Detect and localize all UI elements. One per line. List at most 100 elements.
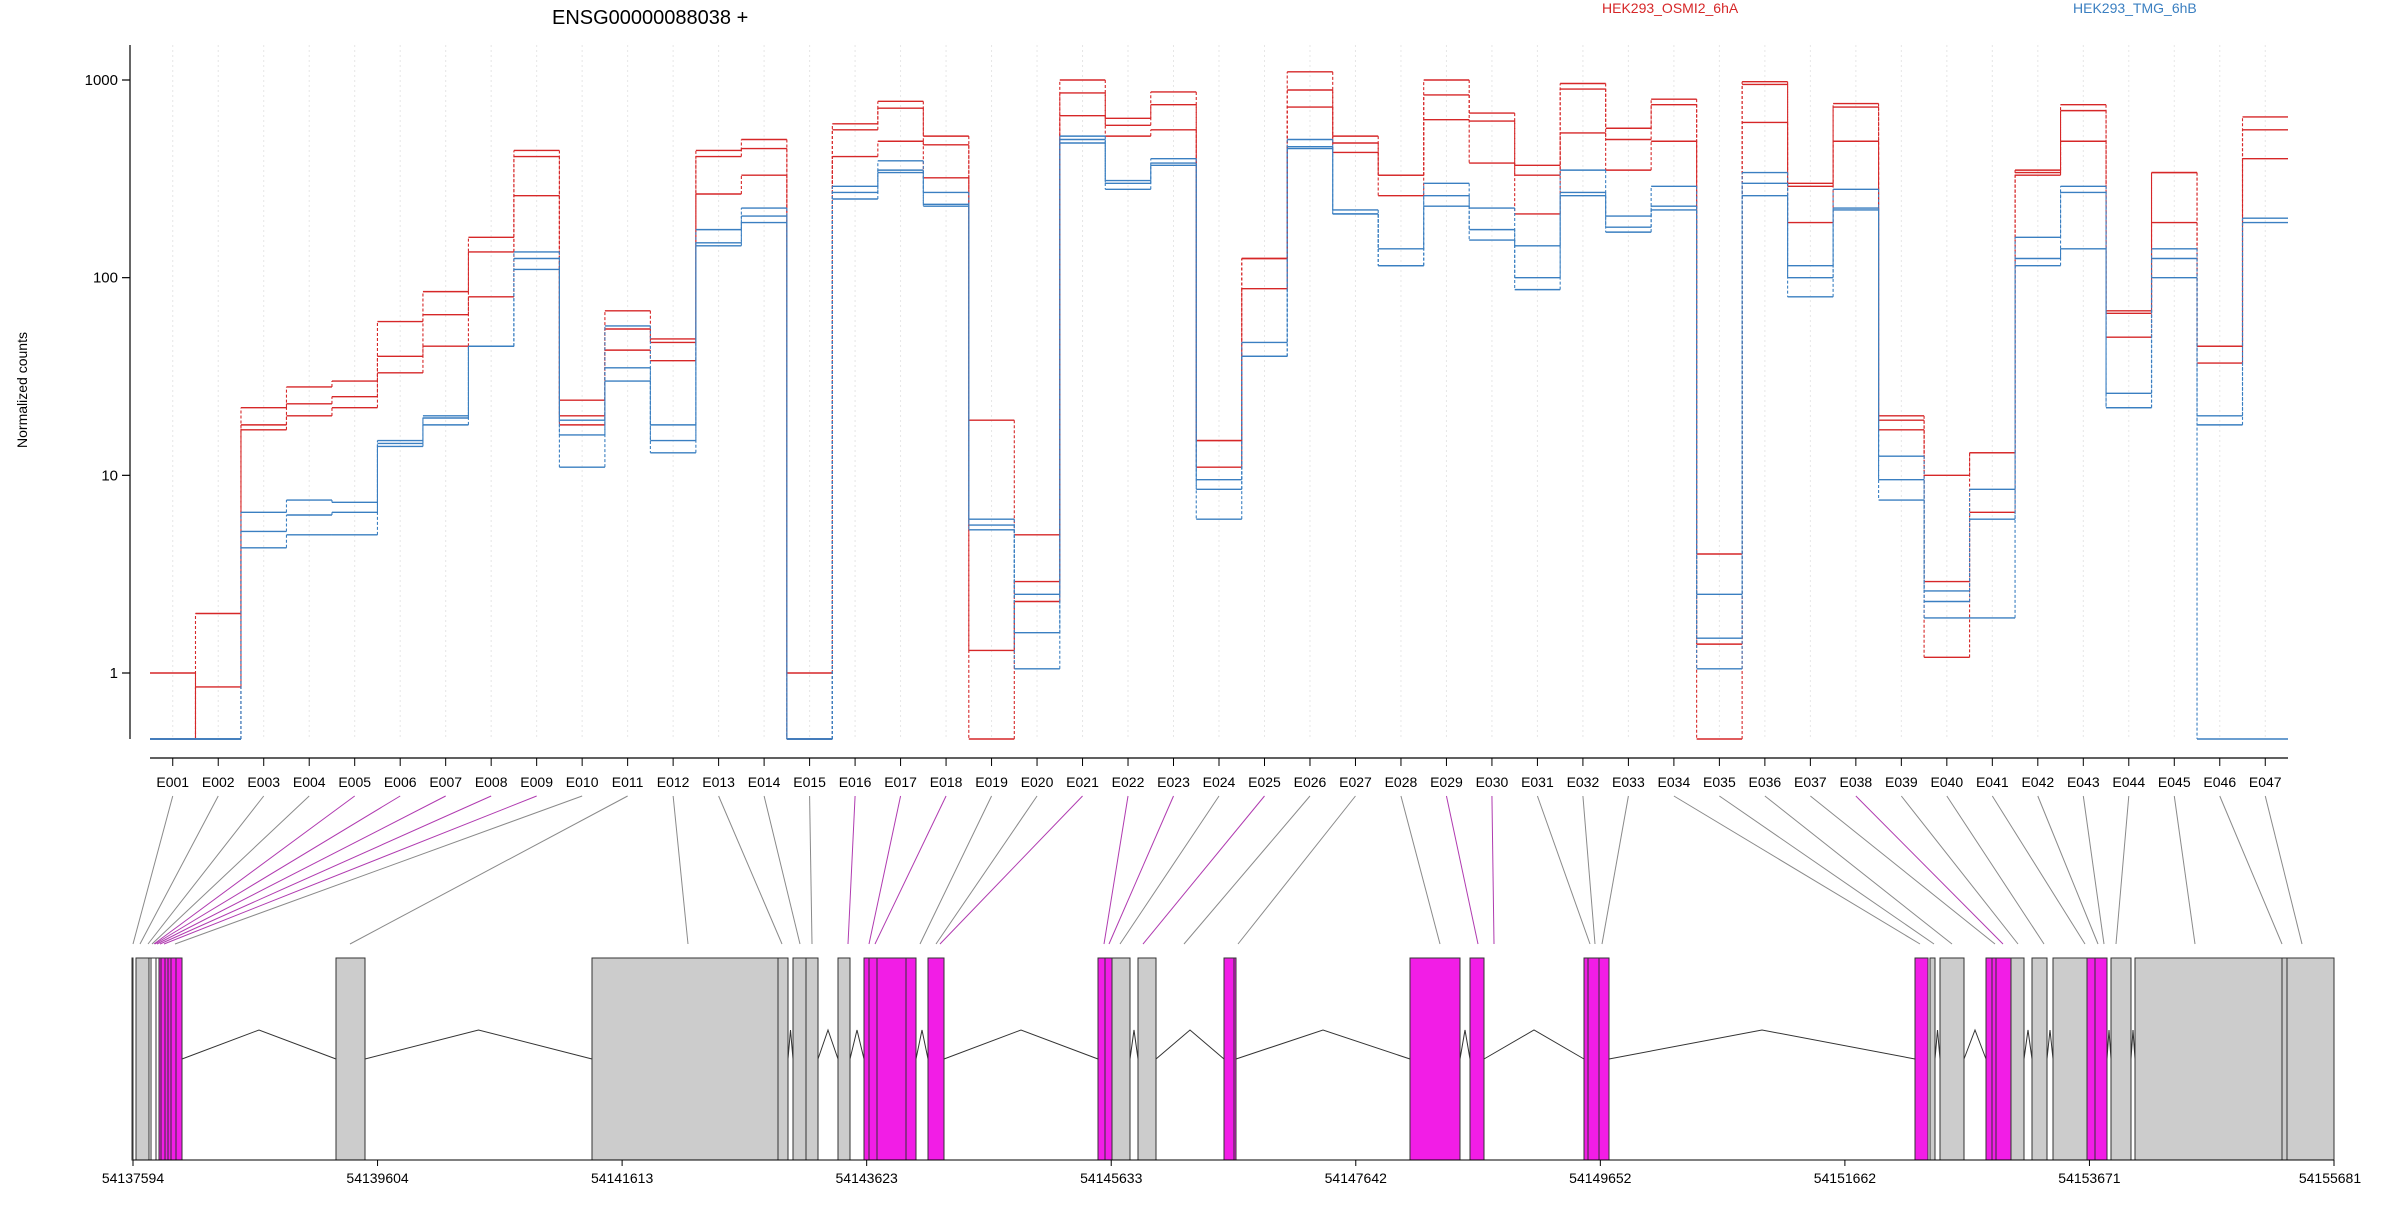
connector-e043 <box>2082 795 2105 945</box>
intron-line-40 <box>2023 1029 2033 1060</box>
genomic-tick-label-54153671: 54153671 <box>2058 1170 2121 1186</box>
exon-block-18 <box>863 957 870 1161</box>
x-tick-label-e018: E018 <box>930 774 963 790</box>
intron-line-22 <box>943 1029 1099 1060</box>
genomic-tick-label-54141613: 54141613 <box>591 1170 654 1186</box>
connector-e039 <box>1900 795 2019 945</box>
y-tick-label-10: 10 <box>101 467 118 484</box>
connector-e023 <box>1108 795 1174 945</box>
intron-line-12 <box>364 1029 593 1060</box>
exon-block-1 <box>131 957 134 1161</box>
x-tick-label-e005: E005 <box>338 774 371 790</box>
connector-e029 <box>1445 795 1479 945</box>
x-tick-label-e024: E024 <box>1203 774 1236 790</box>
connector-e040 <box>1946 795 2045 945</box>
x-tick-label-e026: E026 <box>1294 774 1327 790</box>
connector-e016 <box>847 795 856 945</box>
exon-block-36 <box>1939 957 1965 1161</box>
exon-block-24 <box>1104 957 1113 1161</box>
exon-block-43 <box>2086 957 2096 1161</box>
exon-block-7 <box>160 957 166 1161</box>
connector-e035 <box>1719 795 1935 945</box>
x-tick-label-e008: E008 <box>475 774 508 790</box>
connector-e005 <box>153 795 355 945</box>
x-tick-label-e012: E012 <box>657 774 690 790</box>
exon-connectors <box>132 795 2303 945</box>
genomic-tick-label-54145633: 54145633 <box>1080 1170 1143 1186</box>
exon-block-22 <box>927 957 945 1161</box>
connector-e024 <box>1119 795 1220 945</box>
x-tick-label-e037: E037 <box>1794 774 1827 790</box>
x-tick-label-e013: E013 <box>702 774 735 790</box>
exon-block-44 <box>2094 957 2108 1161</box>
intron-line-16 <box>817 1028 839 1060</box>
y-tick-label-1: 1 <box>110 665 118 682</box>
x-tick-label-e002: E002 <box>202 774 235 790</box>
series-lines <box>150 71 2288 740</box>
exon-block-16 <box>805 957 819 1161</box>
connector-e015 <box>809 795 813 945</box>
x-tick-label-e022: E022 <box>1112 774 1145 790</box>
exon-block-21 <box>905 957 917 1161</box>
intron-line-25 <box>1129 1029 1139 1060</box>
intron-line-17 <box>849 1029 865 1060</box>
exon-block-46 <box>2134 957 2283 1161</box>
intron-line-29 <box>1459 1029 1471 1060</box>
legend-entry-tmg: HEK293_TMG_6hB <box>2073 0 2197 16</box>
genomic-tick-label-54149652: 54149652 <box>1569 1170 1632 1186</box>
x-tick-label-e031: E031 <box>1521 774 1554 790</box>
intron-line-21 <box>915 1029 929 1060</box>
connector-e008 <box>159 795 492 945</box>
x-tick-label-e038: E038 <box>1839 774 1872 790</box>
genomic-coordinate-axis: 54137594 54139604 54141613 54143623 54145633… <box>102 1159 2361 1186</box>
y-tick-label-100: 100 <box>93 270 118 287</box>
x-tick-label-e043: E043 <box>2067 774 2100 790</box>
connector-e002 <box>139 795 219 945</box>
exon-block-29 <box>1409 957 1461 1161</box>
x-tick-label-e007: E007 <box>429 774 462 790</box>
genomic-tick-label-54139604: 54139604 <box>346 1170 409 1186</box>
connector-e031 <box>1536 795 1591 945</box>
connector-e013 <box>718 795 783 945</box>
connector-e022 <box>1103 795 1129 945</box>
connector-e003 <box>147 795 265 945</box>
exon-block-28 <box>1233 957 1237 1161</box>
intron-line-11 <box>181 1029 337 1060</box>
y-axis: 1 10 100 1000 <box>85 45 131 739</box>
genomic-tick-label-54151662: 54151662 <box>1814 1170 1877 1186</box>
x-tick-label-e040: E040 <box>1930 774 1963 790</box>
genomic-tick-label-54147642: 54147642 <box>1325 1170 1388 1186</box>
exon-block-34 <box>1914 957 1929 1161</box>
exon-block-4 <box>150 957 157 1161</box>
x-tick-label-e015: E015 <box>793 774 826 790</box>
x-tick-label-e045: E045 <box>2158 774 2191 790</box>
x-axis: E001 E002 E003 E004 E005 E006 E007 E008 E009 E010… <box>150 757 2288 790</box>
series-4-hek293_tmg_6hb <box>150 138 2288 740</box>
exon-block-11 <box>175 957 183 1161</box>
x-tick-label-e032: E032 <box>1567 774 1600 790</box>
grid-lines <box>172 45 2266 739</box>
x-tick-label-e010: E010 <box>566 774 599 790</box>
connector-e025 <box>1142 795 1265 945</box>
connector-e046 <box>2219 795 2283 945</box>
exon-block-2 <box>135 957 150 1161</box>
x-tick-label-e027: E027 <box>1339 774 1372 790</box>
intron-line-41 <box>2046 1029 2054 1060</box>
exon-block-27 <box>1223 957 1235 1161</box>
genomic-tick-label-54137594: 54137594 <box>102 1170 165 1186</box>
connector-e009 <box>163 795 537 945</box>
exon-block-26 <box>1137 957 1157 1161</box>
exon-block-19 <box>868 957 878 1161</box>
y-tick-label-1000: 1000 <box>85 72 118 89</box>
x-tick-label-e003: E003 <box>247 774 280 790</box>
x-tick-label-e033: E033 <box>1612 774 1645 790</box>
x-tick-label-e021: E021 <box>1066 774 1099 790</box>
exon-block-31 <box>1583 957 1589 1161</box>
connector-e033 <box>1601 795 1629 945</box>
series-5-hek293_tmg_6hb <box>150 135 2288 740</box>
connector-e041 <box>1991 795 2086 945</box>
exon-block-39 <box>1995 957 2012 1161</box>
connector-e010 <box>174 795 583 945</box>
exon-block-20 <box>876 957 907 1161</box>
